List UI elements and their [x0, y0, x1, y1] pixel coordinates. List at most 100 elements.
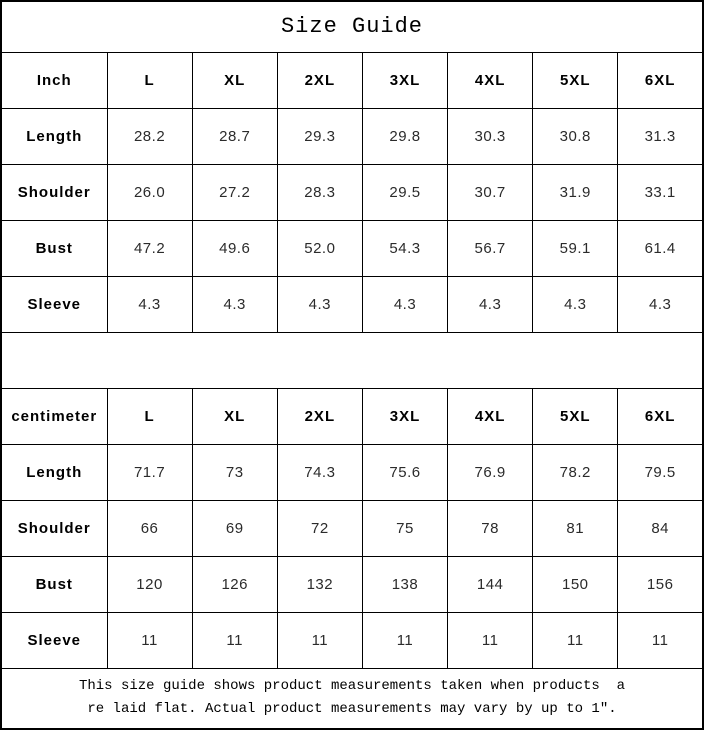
- measurement-cell: 28.2: [106, 107, 193, 165]
- measurement-cell: 28.7: [191, 107, 278, 165]
- measurement-cell: 144: [447, 555, 534, 613]
- col-header-xl: XL: [191, 51, 278, 109]
- col-header-6xl: 6XL: [617, 51, 704, 109]
- col-header-4xl: 4XL: [447, 387, 534, 445]
- measurement-cell: 47.2: [106, 219, 193, 277]
- measurement-cell: 120: [106, 555, 193, 613]
- table-row-inch-length: Length 28.2 28.7 29.3 29.8 30.3 30.8 31.…: [0, 107, 704, 165]
- col-header-xl: XL: [191, 387, 278, 445]
- col-header-l: L: [106, 51, 193, 109]
- measurement-cell: 156: [617, 555, 704, 613]
- measurement-cell: 26.0: [106, 163, 193, 221]
- table-row-cm-bust: Bust 120 126 132 138 144 150 156: [0, 555, 704, 613]
- footer-row: This size guide shows product measuremen…: [0, 667, 704, 730]
- measurement-cell: 75: [361, 499, 449, 557]
- measurement-cell: 28.3: [276, 163, 363, 221]
- measurement-cell: 61.4: [617, 219, 704, 277]
- measurement-cell: 54.3: [361, 219, 449, 277]
- measurement-cell: 33.1: [617, 163, 704, 221]
- measurement-cell: 4.3: [106, 275, 193, 333]
- row-label: Bust: [0, 219, 108, 277]
- col-header-6xl: 6XL: [617, 387, 704, 445]
- measurement-cell: 75.6: [361, 443, 449, 501]
- table-row-cm-sleeve: Sleeve 11 11 11 11 11 11 11: [0, 611, 704, 669]
- row-label: Length: [0, 107, 108, 165]
- measurement-cell: 132: [276, 555, 363, 613]
- measurement-cell: 27.2: [191, 163, 278, 221]
- table-row-inch-bust: Bust 47.2 49.6 52.0 54.3 56.7 59.1 61.4: [0, 219, 704, 277]
- measurement-cell: 29.5: [361, 163, 449, 221]
- measurement-cell: 11: [532, 611, 619, 669]
- measurement-cell: 29.3: [276, 107, 363, 165]
- measurement-cell: 56.7: [447, 219, 534, 277]
- inch-unit-label: Inch: [0, 51, 108, 109]
- measurement-cell: 138: [361, 555, 449, 613]
- measurement-cell: 29.8: [361, 107, 449, 165]
- measurement-cell: 4.3: [191, 275, 278, 333]
- footer-line-2: re laid flat. Actual product measurement…: [87, 701, 617, 718]
- inch-header-row: Inch L XL 2XL 3XL 4XL 5XL 6XL: [0, 51, 704, 109]
- measurement-cell: 11: [106, 611, 193, 669]
- spacer-row: [0, 331, 704, 389]
- cm-unit-label: centimeter: [0, 387, 108, 445]
- col-header-4xl: 4XL: [447, 51, 534, 109]
- col-header-3xl: 3XL: [361, 51, 449, 109]
- measurement-cell: 11: [191, 611, 278, 669]
- measurement-cell: 49.6: [191, 219, 278, 277]
- table-row-cm-shoulder: Shoulder 66 69 72 75 78 81 84: [0, 499, 704, 557]
- measurement-cell: 4.3: [276, 275, 363, 333]
- measurement-cell: 11: [361, 611, 449, 669]
- measurement-cell: 150: [532, 555, 619, 613]
- row-label: Sleeve: [0, 611, 108, 669]
- col-header-l: L: [106, 387, 193, 445]
- measurement-cell: 11: [447, 611, 534, 669]
- measurement-cell: 76.9: [447, 443, 534, 501]
- measurement-cell: 4.3: [361, 275, 449, 333]
- measurement-cell: 59.1: [532, 219, 619, 277]
- measurement-cell: 4.3: [617, 275, 704, 333]
- measurement-cell: 30.8: [532, 107, 619, 165]
- measurement-cell: 52.0: [276, 219, 363, 277]
- measurement-cell: 4.3: [447, 275, 534, 333]
- measurement-cell: 126: [191, 555, 278, 613]
- title-row: Size Guide: [0, 0, 704, 53]
- col-header-3xl: 3XL: [361, 387, 449, 445]
- row-label: Shoulder: [0, 499, 108, 557]
- page-title: Size Guide: [0, 0, 704, 53]
- measurement-cell: 31.9: [532, 163, 619, 221]
- measurement-cell: 72: [276, 499, 363, 557]
- measurement-cell: 11: [276, 611, 363, 669]
- measurement-cell: 78.2: [532, 443, 619, 501]
- col-header-2xl: 2XL: [276, 51, 363, 109]
- col-header-2xl: 2XL: [276, 387, 363, 445]
- measurement-cell: 71.7: [106, 443, 193, 501]
- row-label: Bust: [0, 555, 108, 613]
- table-row-cm-length: Length 71.7 73 74.3 75.6 76.9 78.2 79.5: [0, 443, 704, 501]
- measurement-cell: 81: [532, 499, 619, 557]
- measurement-cell: 84: [617, 499, 704, 557]
- footer-note: This size guide shows product measuremen…: [0, 667, 704, 730]
- cm-header-row: centimeter L XL 2XL 3XL 4XL 5XL 6XL: [0, 387, 704, 445]
- row-label: Length: [0, 443, 108, 501]
- measurement-cell: 30.7: [447, 163, 534, 221]
- row-label: Sleeve: [0, 275, 108, 333]
- table-row-inch-shoulder: Shoulder 26.0 27.2 28.3 29.5 30.7 31.9 3…: [0, 163, 704, 221]
- footer-line-1: This size guide shows product measuremen…: [78, 678, 626, 695]
- measurement-cell: 78: [447, 499, 534, 557]
- measurement-cell: 74.3: [276, 443, 363, 501]
- measurement-cell: 69: [191, 499, 278, 557]
- measurement-cell: 73: [191, 443, 278, 501]
- spacer-cell: [0, 331, 704, 389]
- measurement-cell: 66: [106, 499, 193, 557]
- measurement-cell: 79.5: [617, 443, 704, 501]
- table-row-inch-sleeve: Sleeve 4.3 4.3 4.3 4.3 4.3 4.3 4.3: [0, 275, 704, 333]
- col-header-5xl: 5XL: [532, 387, 619, 445]
- measurement-cell: 4.3: [532, 275, 619, 333]
- measurement-cell: 31.3: [617, 107, 704, 165]
- measurement-cell: 30.3: [447, 107, 534, 165]
- row-label: Shoulder: [0, 163, 108, 221]
- measurement-cell: 11: [617, 611, 704, 669]
- col-header-5xl: 5XL: [532, 51, 619, 109]
